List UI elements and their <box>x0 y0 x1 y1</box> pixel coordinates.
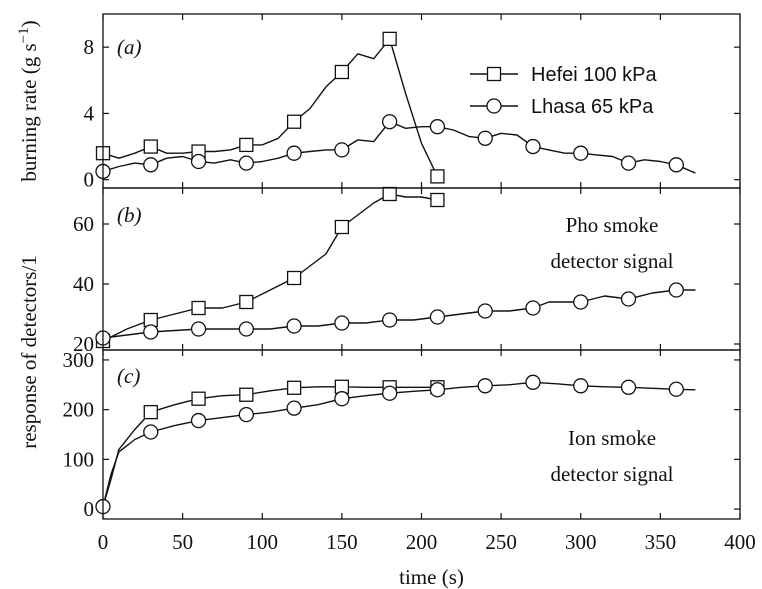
circle-marker <box>668 282 684 298</box>
square-marker <box>334 64 350 80</box>
y-tick-label: 300 <box>63 348 95 372</box>
circle-marker <box>381 114 398 130</box>
x-tick-label: 300 <box>565 530 597 554</box>
x-tick-label: 100 <box>247 530 279 554</box>
circle-marker <box>143 424 159 440</box>
y-tick-label: 4 <box>84 101 95 125</box>
x-tick-label: 50 <box>172 530 193 554</box>
circle-marker <box>573 378 589 394</box>
panel-label-c: (c) <box>117 364 140 388</box>
panel-a: 0 4 8 (a) <box>84 13 741 192</box>
x-tick-label: 200 <box>406 530 438 554</box>
circle-marker <box>620 291 637 307</box>
circle-marker <box>573 294 589 310</box>
y-tick-label: 0 <box>84 497 95 521</box>
circle-marker <box>190 321 207 337</box>
circle-marker <box>525 300 541 316</box>
square-marker <box>239 387 254 402</box>
y-tick-label: 8 <box>84 35 95 59</box>
circle-marker <box>286 145 302 161</box>
y-tick-label: 100 <box>63 447 95 471</box>
circle-marker <box>286 400 302 416</box>
panel-c: 0 100 200 300 (c) Ion smoke detector signal <box>63 348 741 521</box>
square-marker <box>239 137 254 153</box>
circle-marker <box>381 385 398 401</box>
square-marker <box>430 192 445 208</box>
y-tick-label: 0 <box>84 168 95 192</box>
series-line-c-1 <box>102 381 696 507</box>
x-tick-label: 150 <box>326 530 358 554</box>
circle-marker <box>238 321 254 337</box>
square-marker <box>382 186 397 202</box>
circle-marker <box>429 309 446 325</box>
circle-marker <box>143 157 159 173</box>
panel-frame-c <box>102 349 741 520</box>
y-tick-label: 20 <box>73 332 94 356</box>
circle-marker <box>525 374 541 390</box>
circle-marker <box>620 155 637 171</box>
square-marker <box>382 31 397 47</box>
square-marker <box>334 219 350 235</box>
x-tick-label: 0 <box>98 530 109 554</box>
circle-marker <box>573 145 589 161</box>
y-tick-label: 40 <box>73 272 94 296</box>
circle-marker <box>190 153 207 170</box>
circle-marker <box>429 382 446 398</box>
panel-label-b: (b) <box>117 203 142 227</box>
square-marker <box>286 114 302 129</box>
circle-marker <box>381 312 398 328</box>
annotation-text: Pho smoke <box>566 213 659 237</box>
circle-marker <box>238 406 254 423</box>
square-marker <box>430 169 445 184</box>
square-marker <box>143 139 158 154</box>
series-line-c-0 <box>102 386 438 507</box>
circle-marker <box>477 130 493 146</box>
x-tick-label: 250 <box>485 530 517 554</box>
legend-label: Hefei 100 kPa <box>531 64 658 86</box>
legend-label: Lhasa 65 kPa <box>531 96 654 118</box>
circle-marker <box>668 157 684 173</box>
circle-marker <box>286 318 302 334</box>
y-axis-title-burning-rate: burning rate (g s−1) <box>16 20 41 181</box>
legend: Hefei 100 kPa Lhasa 65 kPa <box>470 64 658 118</box>
x-tick-label: 400 <box>724 530 756 554</box>
circle-marker <box>620 379 637 395</box>
x-tick-label: 350 <box>645 530 677 554</box>
annotation-text: detector signal <box>550 249 673 273</box>
series-line-a-0 <box>102 38 439 177</box>
circle-marker <box>143 324 159 340</box>
panel-label-a: (a) <box>117 35 142 59</box>
circle-marker <box>477 378 493 394</box>
circle-marker <box>190 412 207 429</box>
circle-marker <box>668 381 684 397</box>
y-axis-title-response: response of detectors/1 <box>17 255 41 449</box>
square-marker <box>286 380 302 395</box>
circle-marker <box>334 142 350 158</box>
circle-marker <box>429 119 446 135</box>
legend-circle-icon <box>486 98 502 114</box>
annotation-text: Ion smoke <box>568 426 656 450</box>
y-tick-label: 200 <box>63 398 95 422</box>
square-marker <box>191 391 206 406</box>
y-tick-label: 60 <box>73 212 94 236</box>
circle-marker <box>334 315 350 331</box>
circle-marker <box>334 391 350 407</box>
square-marker <box>286 270 302 286</box>
legend-square-icon <box>486 66 502 82</box>
annotation-text: detector signal <box>550 462 673 486</box>
circle-marker <box>525 138 541 155</box>
panel-b: 20 40 60 (b) Pho smoke detector signal <box>73 186 741 356</box>
circle-marker <box>238 155 254 171</box>
square-marker <box>191 300 206 316</box>
square-marker <box>239 294 254 310</box>
x-axis-title: time (s) <box>399 565 464 589</box>
circle-marker <box>477 303 493 319</box>
square-marker <box>143 404 158 420</box>
